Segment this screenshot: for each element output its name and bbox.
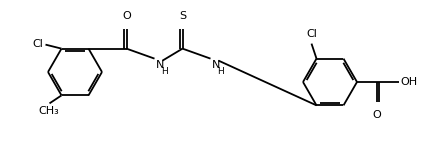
Text: CH₃: CH₃ (38, 106, 59, 116)
Text: OH: OH (400, 77, 417, 87)
Text: N: N (211, 60, 220, 70)
Text: S: S (179, 11, 186, 21)
Text: H: H (161, 67, 168, 76)
Text: Cl: Cl (33, 39, 43, 49)
Text: Cl: Cl (306, 29, 317, 39)
Text: N: N (155, 60, 164, 70)
Text: O: O (122, 11, 131, 21)
Text: H: H (217, 67, 224, 76)
Text: O: O (373, 110, 381, 120)
